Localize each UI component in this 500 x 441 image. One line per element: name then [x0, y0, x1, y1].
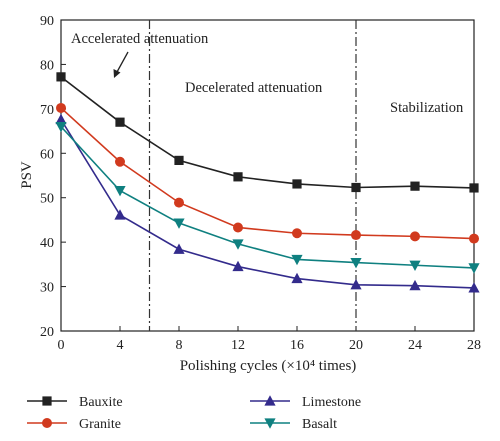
- x-tick-label: 8: [176, 338, 183, 353]
- legend-swatch-marker: [264, 418, 276, 429]
- series-line-limestone: [60, 119, 475, 289]
- plot-frame: [60, 19, 475, 332]
- data-point-granite: [292, 228, 302, 239]
- series-basalt: [55, 122, 480, 274]
- data-point-limestone: [114, 209, 126, 220]
- legend-item-limestone: Limestone: [250, 395, 361, 410]
- x-tick-label: 0: [58, 338, 65, 353]
- series-line-basalt: [60, 126, 475, 269]
- data-point-basalt: [55, 122, 67, 133]
- x-tick-label: 24: [408, 338, 422, 353]
- data-point-limestone: [55, 113, 67, 125]
- data-point-bauxite: [174, 155, 184, 165]
- legend-swatch-marker: [264, 395, 276, 406]
- data-point-basalt: [173, 218, 185, 229]
- legend: Bauxite Granite Limestone Basalt: [27, 395, 361, 432]
- y-tick-label: 60: [40, 147, 54, 162]
- axis-ticks: 0 4 8 12 16 20 24 28 20 30 40 50 60 70 80 90: [40, 14, 481, 353]
- x-tick-label: 12: [231, 338, 245, 353]
- y-tick-label: 20: [40, 325, 54, 340]
- data-point-basalt: [114, 186, 126, 197]
- series-limestone: [55, 113, 480, 293]
- y-tick-label: 30: [40, 281, 54, 296]
- legend-label: Basalt: [302, 417, 337, 432]
- data-point-basalt: [291, 254, 303, 266]
- data-point-basalt: [350, 257, 362, 269]
- annotation-group: Accelerated attenuation Decelerated atten…: [71, 31, 464, 116]
- data-point-granite: [233, 222, 243, 233]
- annotation-arrow: [116, 51, 129, 73]
- legend-swatch-marker: [42, 396, 52, 406]
- legend-item-granite: Granite: [27, 417, 121, 432]
- x-tick-label: 20: [349, 338, 363, 353]
- data-point-limestone: [232, 260, 244, 272]
- data-point-bauxite: [292, 179, 302, 189]
- series-bauxite: [56, 72, 479, 193]
- y-axis-title: PSV: [19, 161, 35, 189]
- legend-item-basalt: Basalt: [250, 417, 337, 432]
- data-point-bauxite: [233, 172, 243, 182]
- series-line-bauxite: [60, 76, 475, 189]
- series-granite: [56, 102, 479, 244]
- annotation-label: Stabilization: [390, 100, 464, 116]
- x-axis-title: Polishing cycles (×10⁴ times): [180, 358, 357, 374]
- data-point-granite: [351, 230, 361, 241]
- data-point-limestone: [409, 279, 421, 291]
- y-tick-label: 80: [40, 58, 54, 73]
- annotation-label: Decelerated attenuation: [185, 80, 323, 96]
- data-point-basalt: [409, 260, 421, 272]
- y-tick-label: 40: [40, 236, 54, 251]
- data-point-granite: [410, 231, 420, 242]
- data-point-limestone: [468, 282, 480, 293]
- y-tick-label: 50: [40, 192, 54, 207]
- data-point-basalt: [468, 263, 480, 274]
- data-point-bauxite: [115, 117, 125, 127]
- data-point-bauxite: [410, 181, 420, 191]
- legend-item-bauxite: Bauxite: [27, 395, 123, 410]
- annotation-label: Accelerated attenuation: [71, 31, 209, 47]
- data-point-bauxite: [469, 183, 479, 193]
- legend-label: Granite: [79, 417, 121, 432]
- data-point-granite: [469, 233, 479, 244]
- y-tick-label: 90: [40, 14, 54, 29]
- phase-divider-lines: [148, 20, 357, 331]
- annotation-arrowhead: [113, 69, 121, 78]
- legend-label: Limestone: [302, 395, 361, 410]
- data-point-granite: [115, 156, 125, 167]
- data-point-bauxite: [56, 72, 66, 82]
- data-point-granite: [174, 197, 184, 208]
- data-point-limestone: [173, 243, 185, 254]
- x-tick-label: 4: [117, 338, 124, 353]
- x-tick-label: 16: [290, 338, 304, 353]
- data-point-granite: [56, 102, 66, 113]
- series-group: [55, 72, 480, 293]
- data-point-basalt: [232, 239, 244, 250]
- legend-swatch-marker: [42, 418, 52, 428]
- legend-label: Bauxite: [79, 395, 123, 410]
- series-line-granite: [60, 107, 475, 240]
- x-tick-label: 28: [467, 338, 481, 353]
- y-tick-label: 70: [40, 103, 54, 118]
- data-point-limestone: [291, 272, 303, 284]
- data-point-bauxite: [351, 182, 361, 193]
- data-point-limestone: [350, 278, 362, 290]
